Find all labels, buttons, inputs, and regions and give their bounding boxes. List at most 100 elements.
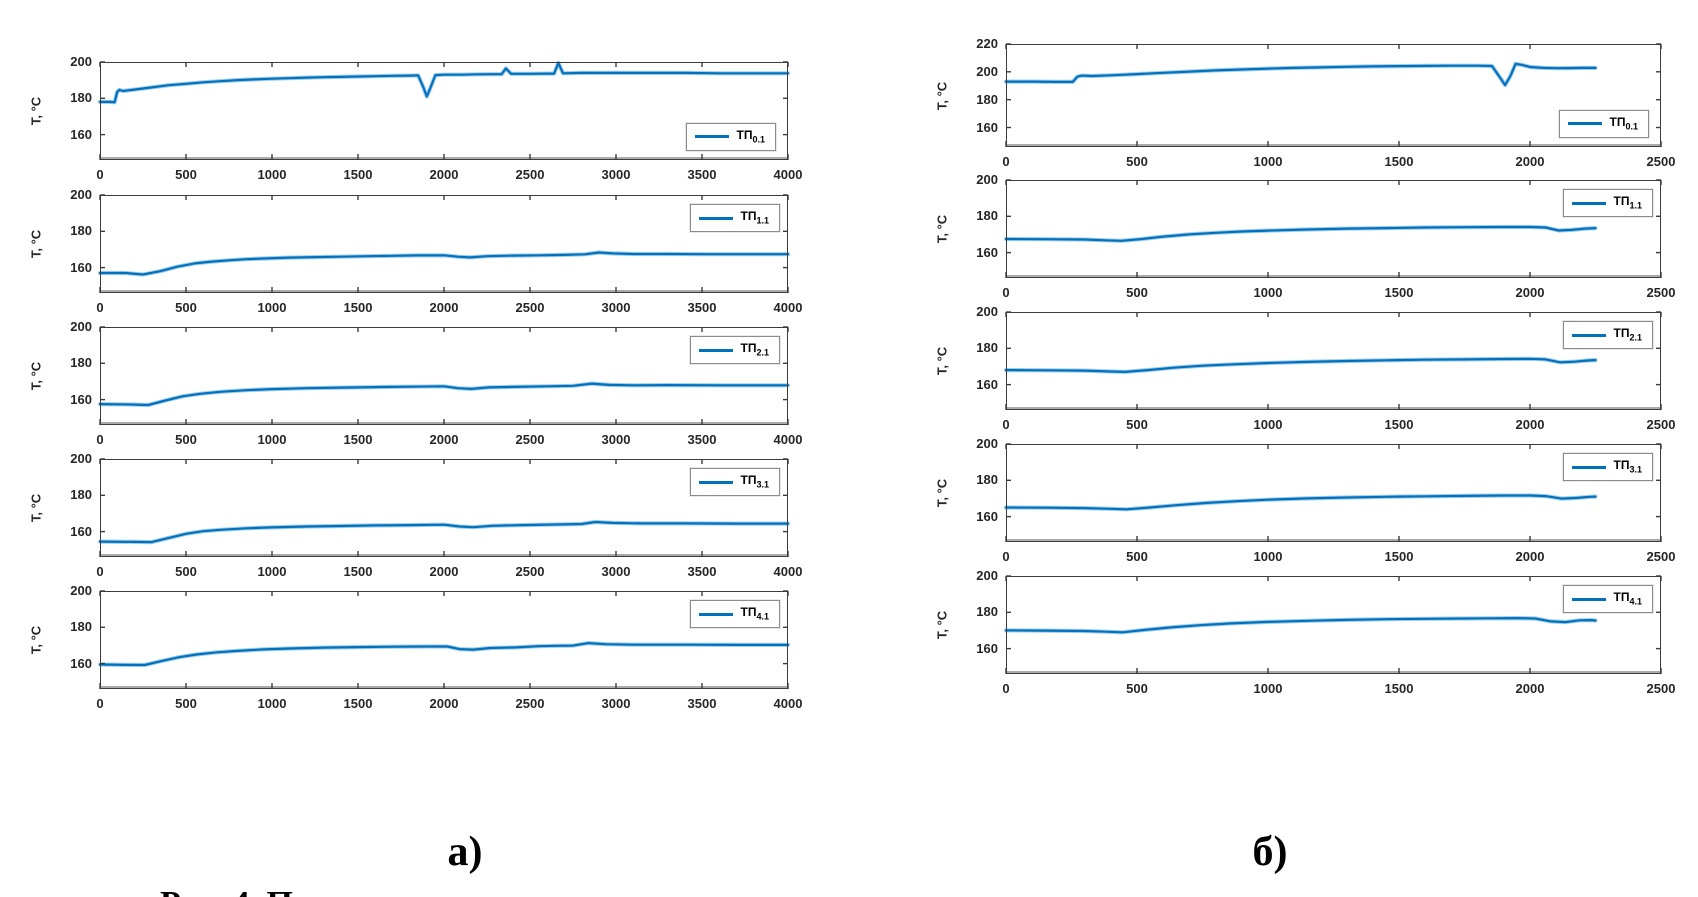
axes-area [97,326,791,425]
x-tick-label: 2000 [1515,285,1545,300]
x-tick-label: 0 [1002,417,1010,432]
legend-box: ТП4.1 [1562,585,1653,614]
x-tick-label: 2500 [515,564,545,579]
y-tick-label: 200 [976,436,998,451]
x-tick-label: 2500 [515,167,545,182]
x-tick-label: 1500 [1384,549,1414,564]
series-line [1004,62,1597,87]
legend-label: ТП3.1 [740,473,769,490]
x-tick-label: 500 [1126,285,1148,300]
axes-area [97,194,791,293]
x-tick-label: 3000 [601,167,631,182]
x-tick-label: 2500 [515,696,545,711]
x-tick-label: 4000 [773,300,803,315]
x-tick-label: 500 [175,300,197,315]
legend-line-sample [698,216,733,220]
cropped-caption: Рис. 4. П [160,884,860,897]
chart-b-tp1.1: 0 500 1000 1500 2000 2500 160 180 200 T, °C ТП1.1 [935,172,1676,300]
y-tick-label: 200 [70,187,92,202]
x-tick-label: 4000 [773,564,803,579]
x-tick-label: 1000 [257,432,287,447]
x-tick-label: 500 [1126,549,1148,564]
y-axis-label: T, °C [934,81,950,110]
y-axis-label: T, °C [28,361,44,391]
x-tick-label: 1500 [343,696,373,711]
legend-line-sample [1571,597,1606,601]
legend-label: ТП4.1 [740,605,769,622]
legend-box: ТП1.1 [1562,189,1653,218]
series-line [98,382,790,407]
x-tick-label: 1500 [1384,285,1414,300]
cropped-caption-text: Рис. 4. П [160,885,293,897]
x-tick-label: 1500 [343,300,373,315]
x-tick-label: 2000 [429,564,459,579]
x-tick-label: 2000 [429,696,459,711]
legend-line-sample [694,135,729,139]
x-tick-label: 4000 [773,696,803,711]
legend-box: ТП2.1 [1562,321,1653,350]
y-axis-label: T, °C [934,478,950,508]
y-tick-label: 160 [70,391,92,407]
x-tick-label: 0 [1002,549,1010,564]
x-tick-label: 2000 [1515,681,1545,696]
legend-box: ТП2.1 [689,336,780,365]
x-tick-label: 0 [96,696,104,711]
x-tick-label: 1000 [1253,154,1283,169]
legend-label: ТП2.1 [1613,326,1642,343]
legend-line-sample [698,480,733,484]
x-tick-label: 0 [96,300,104,315]
x-tick-label: 1000 [1253,681,1283,696]
chart-b-tp2.1: 0 500 1000 1500 2000 2500 160 180 200 T, °C ТП2.1 [935,304,1676,432]
x-tick-label: 1000 [1253,285,1283,300]
x-tick-label: 2000 [1515,549,1545,564]
x-tick-label: 2000 [429,167,459,182]
axes-area [97,60,791,160]
y-tick-label: 200 [70,54,92,69]
legend-label: ТП0.1 [1609,114,1638,131]
y-axis-label: T, °C [28,493,44,523]
y-tick-label: 160 [70,259,92,275]
chart-a-tp1.1: 0 500 1000 1500 2000 2500 3000 3500 4000 160 180 20… [29,187,803,315]
axes-area [1003,179,1662,278]
legend-line-sample [698,612,733,616]
x-tick-label: 1500 [343,432,373,447]
x-tick-label: 4000 [773,167,803,182]
x-tick-label: 2500 [1646,549,1676,564]
x-tick-label: 1500 [343,564,373,579]
series-line [1004,616,1597,634]
legend-box: ТП0.1 [1558,109,1649,138]
x-tick-label: 2000 [1515,154,1545,169]
x-tick-label: 500 [1126,681,1148,696]
series-line [98,251,790,276]
x-tick-label: 3000 [601,300,631,315]
axes-area [97,458,791,557]
x-tick-label: 3500 [687,167,717,182]
y-tick-label: 180 [976,604,998,620]
y-tick-label: 180 [70,619,92,635]
axes-area [1003,311,1662,410]
x-tick-label: 1000 [257,167,287,182]
x-tick-label: 0 [1002,285,1010,300]
legend-label: ТП1.1 [740,209,769,226]
axes-area [1003,43,1662,147]
chart-b-tp3.1: 0 500 1000 1500 2000 2500 160 180 200 T, °C ТП3.1 [935,436,1676,564]
chart-a-tp3.1: 0 500 1000 1500 2000 2500 3000 3500 4000 160 180 20… [29,451,803,579]
y-tick-label: 180 [976,208,998,224]
y-tick-label: 180 [70,487,92,503]
x-tick-label: 3500 [687,300,717,315]
y-tick-label: 160 [976,376,998,392]
x-tick-label: 3000 [601,432,631,447]
x-tick-label: 500 [175,432,197,447]
x-tick-label: 1500 [1384,681,1414,696]
legend-box: ТП3.1 [1562,453,1653,482]
x-tick-label: 3000 [601,696,631,711]
legend-line-sample [1571,465,1606,469]
y-tick-label: 160 [976,508,998,524]
x-tick-label: 500 [1126,417,1148,432]
x-tick-label: 0 [1002,681,1010,696]
x-tick-label: 500 [175,167,197,182]
y-tick-label: 160 [976,119,998,135]
x-tick-label: 2000 [429,300,459,315]
x-tick-label: 2500 [1646,154,1676,169]
